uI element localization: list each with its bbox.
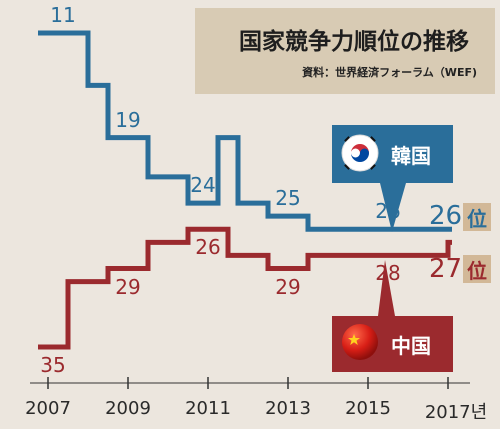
series-lines <box>38 30 452 350</box>
china-series-line <box>38 226 452 350</box>
x-tick-label: 2017년 <box>424 402 488 423</box>
callouts <box>332 125 453 372</box>
china-end-unit: 位 <box>463 255 491 283</box>
korea-point-label: 24 <box>190 173 216 198</box>
korea-end-value: 26 <box>429 201 463 231</box>
china-point-label: 29 <box>115 274 141 299</box>
korea-flag-trigrams <box>344 136 376 170</box>
x-tick-label: 2015 <box>345 398 391 419</box>
source-note: 資料：世界経済フォーラム（WEF) <box>302 66 477 79</box>
korea-end-unit: 位 <box>463 203 491 231</box>
korea-point-label: 11 <box>50 3 76 27</box>
korea-point-label: 26 <box>375 199 401 224</box>
chart-title: 国家競争力順位の推移 <box>239 29 469 55</box>
china-point-label: 28 <box>375 261 401 286</box>
china-flag-star <box>348 334 360 345</box>
x-axis <box>30 377 470 389</box>
china-point-label: 35 <box>40 353 66 377</box>
korea-series-line <box>38 30 452 232</box>
korea-callout-label: 韓国 <box>391 144 431 168</box>
title-box: 国家競争力順位の推移 資料：世界経済フォーラム（WEF) <box>195 8 495 94</box>
china-point-label: 26 <box>195 235 221 260</box>
x-tick-label: 2009 <box>105 398 151 419</box>
korea-point-label: 19 <box>115 107 141 132</box>
x-tick-label: 2011 <box>185 398 231 419</box>
korea-flag-yang <box>351 148 369 162</box>
x-tick-label: 2013 <box>265 398 311 419</box>
china-flag-icon <box>342 324 378 360</box>
china-callout-label: 中国 <box>391 334 431 358</box>
korea-point-label: 25 <box>275 186 301 211</box>
china-end-value: 27 <box>429 254 463 284</box>
china-point-label: 29 <box>275 274 301 299</box>
x-tick-label: 2007 <box>25 398 71 419</box>
